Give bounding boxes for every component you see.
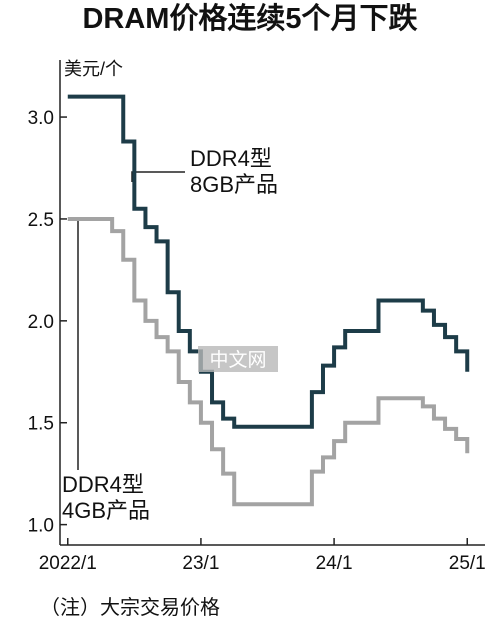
series-label: DDR4型 8GB产品 [190,146,279,197]
x-tick-label: 2022/1 [39,553,97,574]
plot [67,94,470,507]
y-tick-label: 3.0 [28,108,54,129]
y-tick-label: 2.0 [28,312,54,333]
x-tick-label: 23/1 [182,553,219,574]
series-line [67,216,470,507]
y-tick-label: 2.5 [28,210,54,231]
watermark-box [198,346,278,372]
y-unit: 美元/个 [64,59,123,79]
leader-line [131,171,185,182]
y-tick-label: 1.0 [28,516,54,537]
x-tick-label: 25/1 [449,553,486,574]
x-tick-label: 24/1 [316,553,353,574]
note: （注）大宗交易价格 [40,596,220,619]
y-tick-label: 1.5 [28,414,54,435]
series-line [67,94,470,429]
chart-title: DRAM价格连续5个月下跌 [82,2,417,35]
series-label: DDR4型 4GB产品 [62,472,151,523]
watermark: 中文网 [209,349,266,371]
